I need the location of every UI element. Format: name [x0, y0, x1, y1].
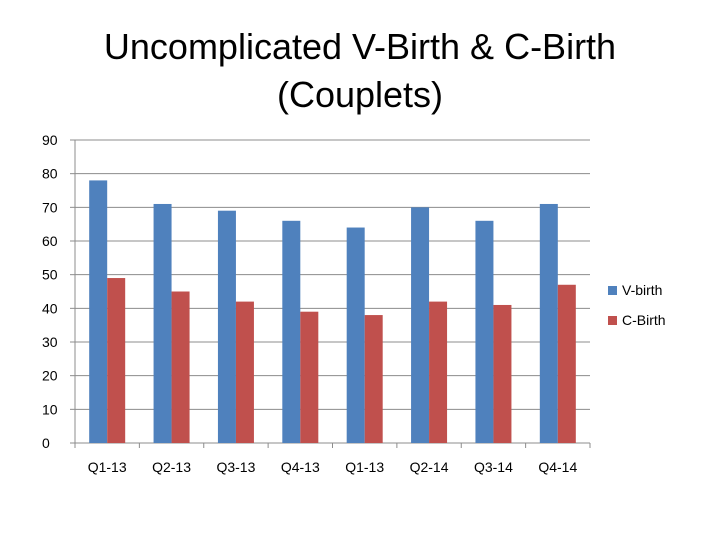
- bar-v-birth-6: [475, 220, 494, 443]
- bar-v-birth-5: [411, 207, 430, 443]
- x-tick-label-4: Q1-13: [345, 459, 384, 475]
- bar-c-birth-1: [171, 291, 190, 443]
- bar-v-birth-7: [539, 203, 558, 443]
- bar-v-birth-2: [217, 210, 236, 443]
- x-tick-label-3: Q4-13: [281, 459, 320, 475]
- y-tick-label-0: 0: [42, 435, 50, 451]
- y-tick-label-7: 70: [42, 199, 58, 215]
- legend-item-v-birth: V-birth: [608, 280, 666, 300]
- y-tick-label-2: 20: [42, 368, 58, 384]
- x-tick-label-7: Q4-14: [538, 459, 577, 475]
- bar-v-birth-0: [89, 180, 108, 443]
- legend-item-c-birth: C-Birth: [608, 310, 666, 330]
- bar-c-birth-2: [235, 301, 254, 443]
- chart-title-line-1: Uncomplicated V-Birth & C-Birth: [103, 26, 617, 67]
- legend-label-v-birth: V-birth: [622, 282, 663, 298]
- y-tick-label-5: 50: [42, 267, 58, 283]
- x-tick-label-1: Q2-13: [152, 459, 191, 475]
- legend-swatch-v-birth: [608, 285, 617, 295]
- x-tick-label-2: Q3-13: [216, 459, 255, 475]
- legend-swatch-c-birth: [608, 315, 617, 325]
- x-tick-label-0: Q1-13: [88, 459, 127, 475]
- y-tick-label-6: 60: [42, 233, 58, 249]
- bar-v-birth-4: [346, 227, 365, 443]
- y-tick-label-9: 90: [42, 132, 58, 148]
- bar-c-birth-7: [557, 284, 576, 443]
- x-tick-label-6: Q3-14: [474, 459, 513, 475]
- bar-v-birth-3: [282, 220, 301, 443]
- bar-c-birth-5: [429, 301, 448, 443]
- legend: V-birth C-Birth: [608, 280, 666, 340]
- bar-v-birth-1: [153, 203, 172, 443]
- bar-c-birth-0: [107, 278, 126, 443]
- bar-c-birth-6: [493, 304, 512, 443]
- chart-title-line-2: (Couplets): [276, 74, 444, 115]
- y-tick-label-4: 40: [42, 300, 58, 316]
- x-tick-label-5: Q2-14: [410, 459, 449, 475]
- y-tick-label-3: 30: [42, 334, 58, 350]
- bar-c-birth-4: [364, 315, 383, 443]
- y-tick-label-1: 10: [42, 401, 58, 417]
- bar-c-birth-3: [300, 311, 319, 443]
- legend-label-c-birth: C-Birth: [622, 312, 666, 328]
- y-tick-label-8: 80: [42, 166, 58, 182]
